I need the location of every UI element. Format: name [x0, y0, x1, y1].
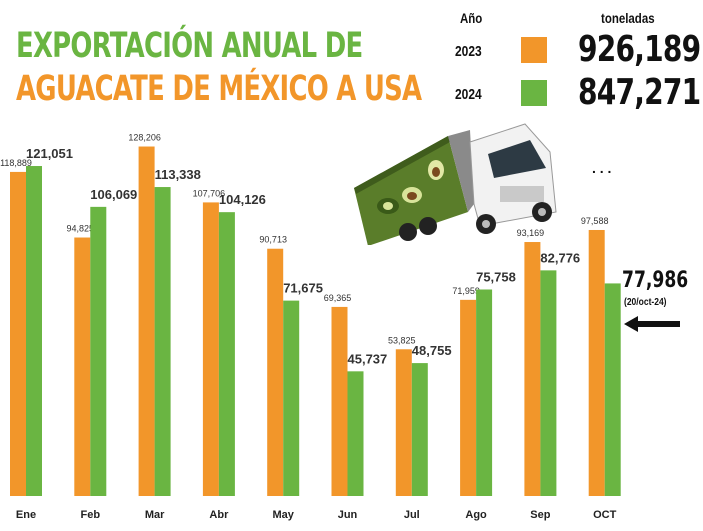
wheel: [399, 223, 417, 241]
x-tick-sep: Sep: [530, 509, 550, 521]
bar-2023-may: [267, 248, 284, 496]
trailer-top-edge: [354, 136, 450, 194]
trailer-front: [448, 130, 474, 212]
x-tick-jun: Jun: [338, 509, 358, 521]
data-label-2023-feb: 94,825: [67, 224, 95, 234]
truck-illustration: [354, 123, 557, 245]
wheel: [419, 217, 437, 235]
x-tick-oct: OCT: [593, 509, 617, 521]
left-arrow-icon: [624, 316, 680, 332]
windshield: [488, 140, 546, 178]
data-label-2023-abr: 107,706: [193, 188, 226, 198]
legend-swatch-2024: [521, 80, 547, 106]
data-label-2024-ene: 121,051: [26, 146, 73, 161]
data-label-2023-sep: 93,169: [517, 228, 545, 238]
legend-unit-header: toneladas: [601, 10, 655, 26]
x-tick-abr: Abr: [209, 509, 229, 521]
bar-2024-jul: [411, 363, 428, 496]
x-tick-jul: Jul: [404, 509, 420, 521]
data-label-2024-jun: 45,737: [348, 351, 388, 366]
bar-2024-may: [283, 300, 300, 496]
bar-2024-ago: [476, 289, 493, 496]
legend-year-2024: 2024: [455, 86, 482, 103]
bar-2023-jun: [331, 306, 348, 496]
data-label-2023-oct: 97,588: [581, 216, 609, 226]
legend-year-2023: 2023: [455, 43, 482, 60]
data-label-2024-ago: 75,758: [476, 269, 516, 284]
bar-2024-ene: [26, 166, 42, 497]
ellipsis-mark: . . .: [592, 160, 612, 176]
legend-swatch-2023: [521, 37, 547, 63]
bar-2023-ago: [460, 299, 477, 496]
annotation-date-note: (20/oct-24): [624, 297, 667, 308]
data-label-2023-ago: 71,959: [452, 286, 480, 296]
x-tick-may: May: [272, 509, 294, 521]
bar-2024-feb: [90, 206, 107, 496]
x-tick-feb: Feb: [81, 509, 101, 521]
bar-2023-jul: [395, 349, 412, 496]
data-label-2023-may: 90,713: [259, 235, 287, 245]
data-label-2024-may: 71,675: [283, 281, 323, 296]
data-label-2024-sep: 82,776: [540, 250, 580, 265]
chart-title-line-2: AGUACATE DE MÉXICO A USA: [16, 69, 422, 109]
bar-2024-oct: [604, 283, 621, 496]
bar-2023-sep: [524, 242, 541, 496]
data-label-2023-mar: 128,206: [128, 133, 161, 143]
bar-2023-abr: [202, 202, 219, 496]
legend-total-2023: 926,189: [578, 29, 701, 70]
data-label-2024-mar: 113,338: [155, 167, 201, 182]
bar-2023-feb: [74, 237, 91, 496]
x-tick-ene: Ene: [16, 509, 36, 521]
annotation-value: 77,986: [622, 268, 689, 293]
legend-total-2024: 847,271: [578, 72, 701, 113]
data-label-2024-abr: 104,126: [219, 192, 266, 207]
bar-2024-jun: [347, 371, 364, 496]
bar-2024-sep: [540, 270, 557, 496]
data-label-2023-ene: 118,889: [0, 158, 32, 168]
data-label-2024-feb: 106,069: [90, 187, 137, 202]
data-label-2024-jul: 48,755: [412, 343, 452, 358]
data-label-2023-jul: 53,825: [388, 335, 416, 345]
bar-2023-ene: [10, 171, 26, 496]
grille: [500, 186, 544, 202]
x-tick-ago: Ago: [465, 509, 487, 521]
bar-2024-abr: [218, 212, 235, 497]
bar-2023-mar: [138, 146, 155, 496]
data-label-2023-jun: 69,365: [324, 293, 352, 303]
legend-year-header: Año: [460, 10, 483, 26]
bar-2024-mar: [154, 187, 171, 496]
chart-title-line-1: EXPORTACIÓN ANUAL DE: [16, 26, 363, 66]
bar-2023-oct: [588, 229, 605, 496]
x-tick-mar: Mar: [145, 509, 165, 521]
